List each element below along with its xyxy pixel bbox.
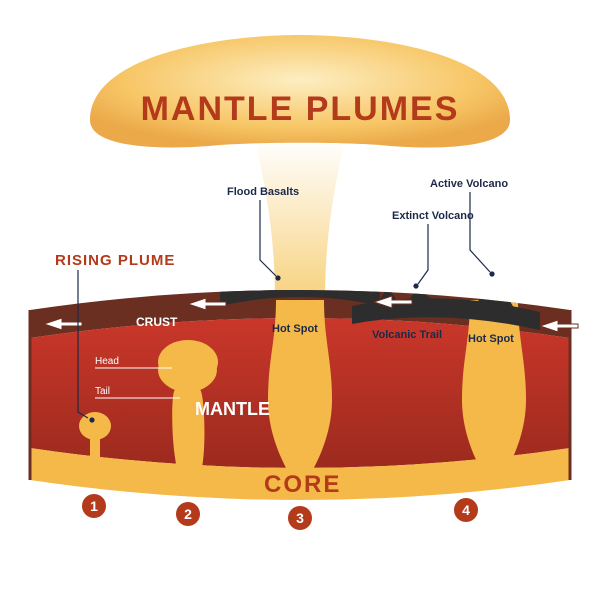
hotspot-left-label: Hot Spot <box>272 323 318 335</box>
hotspot-right-label: Hot Spot <box>468 333 514 345</box>
cross-section-diagram: CRUST MANTLE CORE Head Tail Hot Spot Vol… <box>0 230 600 590</box>
tail-label: Tail <box>95 386 110 397</box>
stage-number-3: 3 <box>288 506 312 530</box>
callout-extinct-volcano: Extinct Volcano <box>392 210 474 222</box>
crust-label: CRUST <box>136 315 178 329</box>
main-title: Mantle Plumes <box>0 90 600 129</box>
core-label: CORE <box>264 471 341 498</box>
mantle-label: MANTLE <box>195 399 270 419</box>
callout-active-volcano: Active Volcano <box>430 178 508 190</box>
stage-number-2: 2 <box>176 502 200 526</box>
head-label: Head <box>95 356 119 367</box>
callout-flood-basalts: Flood Basalts <box>227 186 299 198</box>
stage-number-4: 4 <box>454 498 478 522</box>
volcanic-trail-label: Volcanic Trail <box>372 329 442 341</box>
stage-number-1: 1 <box>82 494 106 518</box>
